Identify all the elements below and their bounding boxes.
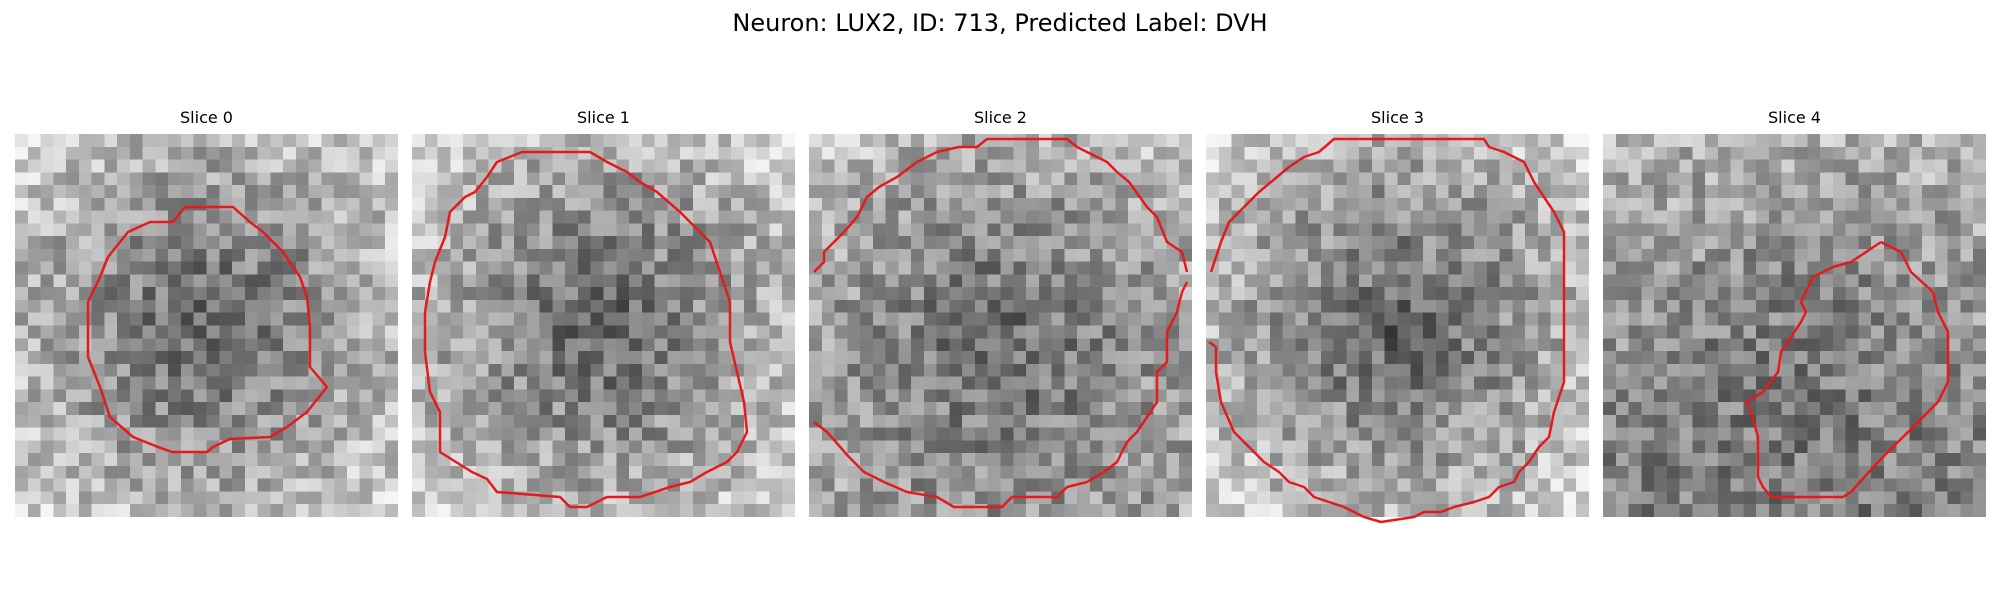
slice-panel-0: Slice 0 bbox=[15, 108, 398, 526]
slice-image bbox=[1603, 134, 1986, 517]
roi-contour-overlay bbox=[15, 134, 398, 517]
slice-panel-4: Slice 4 bbox=[1603, 108, 1986, 526]
slice-panel-1: Slice 1 bbox=[412, 108, 795, 526]
slice-image bbox=[1206, 134, 1589, 517]
roi-contour-overlay bbox=[1603, 134, 1986, 517]
slice-image bbox=[412, 134, 795, 517]
roi-contour bbox=[1746, 242, 1948, 497]
slice-title: Slice 4 bbox=[1603, 108, 1986, 128]
slice-title: Slice 3 bbox=[1206, 108, 1589, 128]
roi-contour-overlay bbox=[412, 134, 795, 517]
roi-contour bbox=[814, 282, 1187, 507]
figure-title: Neuron: LUX2, ID: 713, Predicted Label: … bbox=[0, 8, 2000, 38]
slice-title: Slice 1 bbox=[412, 108, 795, 128]
slice-image bbox=[809, 134, 1192, 517]
roi-contour-overlay bbox=[1206, 134, 1589, 517]
roi-contour-overlay bbox=[809, 134, 1192, 517]
slice-title: Slice 0 bbox=[15, 108, 398, 128]
slice-title: Slice 2 bbox=[809, 108, 1192, 128]
roi-contour bbox=[88, 207, 327, 452]
slice-panel-3: Slice 3 bbox=[1206, 108, 1589, 526]
roi-contour bbox=[1209, 139, 1564, 522]
roi-contour bbox=[814, 139, 1187, 272]
slice-panel-2: Slice 2 bbox=[809, 108, 1192, 526]
roi-contour bbox=[425, 152, 747, 507]
slice-image bbox=[15, 134, 398, 517]
